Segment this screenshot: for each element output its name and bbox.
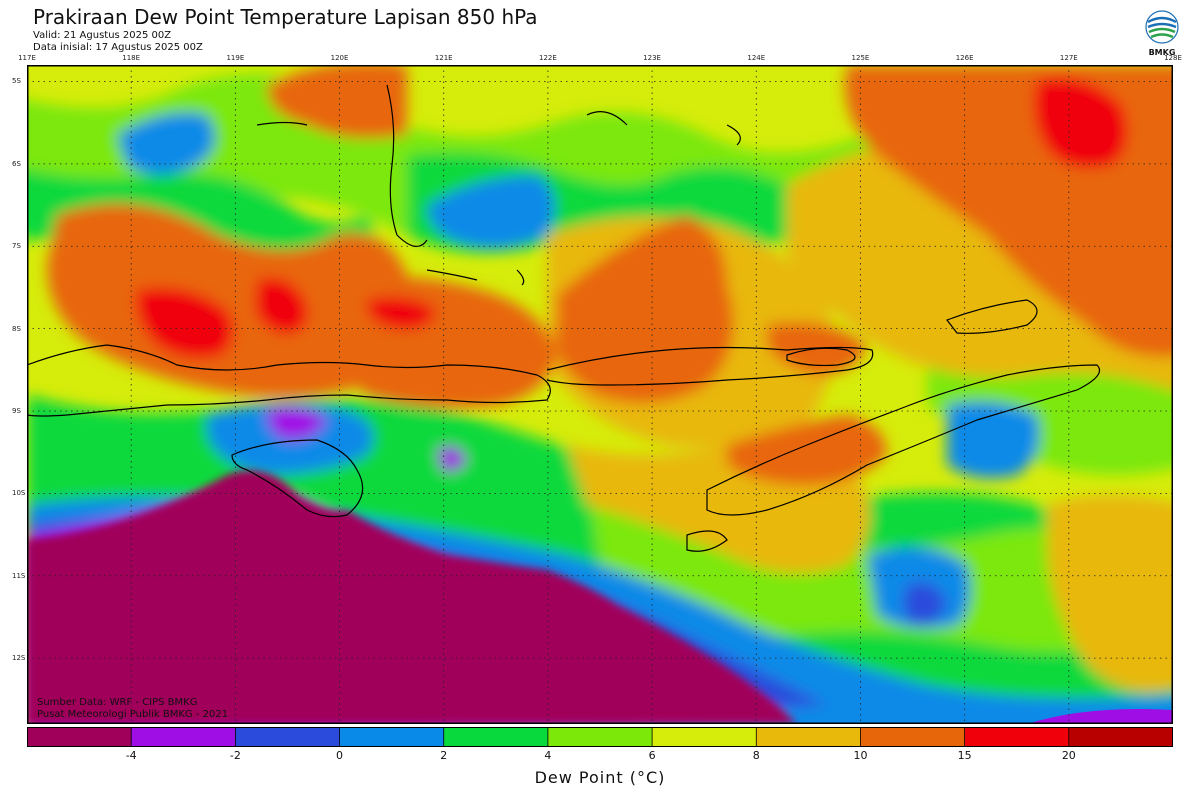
coast-sumba xyxy=(231,439,364,518)
lat-tick-label: 11S xyxy=(12,571,26,580)
orange-region-timor xyxy=(727,415,887,485)
colorbar-tick-label: 20 xyxy=(1061,749,1076,762)
coast-flores xyxy=(546,346,874,386)
coast-islands-north xyxy=(256,111,741,146)
purple-region-sumba xyxy=(437,446,467,472)
coast-selayar xyxy=(426,269,525,286)
coastlines xyxy=(27,84,1101,552)
orange-region-west xyxy=(47,203,414,398)
lon-tick-label: 120E xyxy=(330,54,349,62)
colorbar-segment xyxy=(1068,727,1173,747)
colorbar-segment xyxy=(443,727,549,747)
colorbar-segment xyxy=(860,727,966,747)
logo-text: BMKG xyxy=(1149,48,1176,57)
colorbar-tick-label: 4 xyxy=(544,749,552,762)
colorbar-segment xyxy=(131,727,236,747)
colorbar-tick-label: -2 xyxy=(229,749,241,762)
lat-tick-label: 6S xyxy=(12,159,21,168)
dew-point-map xyxy=(27,65,1173,724)
lon-tick-label: 118E xyxy=(122,54,141,62)
map-frame xyxy=(27,65,1173,724)
coast-lombok-sumbawa xyxy=(27,344,551,417)
lon-tick-label: 128E xyxy=(1164,54,1182,62)
colorbar-tick-label: 8 xyxy=(752,749,760,762)
purple-strip-southeast xyxy=(1027,708,1173,724)
magenta-region-south xyxy=(27,470,797,724)
orange-region-northwest xyxy=(267,65,407,139)
colorbar-segment xyxy=(547,727,653,747)
credit-source: Sumber Data: WRF - CIPS BMKG xyxy=(37,697,198,708)
coast-savu-rote xyxy=(686,530,728,552)
lon-tick-label: 119E xyxy=(226,54,245,62)
lon-tick-label: 117E xyxy=(18,54,36,62)
purple-region-bali xyxy=(267,406,327,440)
colorbar-title: Dew Point (°C) xyxy=(534,768,666,787)
lon-tick-label: 123E xyxy=(643,54,661,62)
colorbar-tick-label: 10 xyxy=(853,749,868,762)
coast-wetar xyxy=(946,299,1038,334)
colorbar xyxy=(27,727,1173,747)
colorbar-tick-label: 2 xyxy=(440,749,448,762)
init-time: Data inisial: 17 Agustus 2025 00Z xyxy=(33,42,203,53)
gold-region-southeast xyxy=(1047,495,1173,692)
valid-time: Valid: 21 Agustus 2025 00Z xyxy=(33,30,172,41)
coast-alor xyxy=(786,347,856,367)
lon-tick-label: 125E xyxy=(851,54,870,62)
credit-org: Pusat Meteorologi Publik BMKG - 2021 xyxy=(37,709,229,720)
colorbar-tick-label: 0 xyxy=(336,749,344,762)
red-region-center-west xyxy=(367,296,437,330)
colorbar-tick-label: 15 xyxy=(957,749,972,762)
colorbar-segment xyxy=(652,727,757,747)
lat-tick-label: 10S xyxy=(12,489,26,498)
red-region-northeast xyxy=(1034,77,1128,169)
blue-region-northwest xyxy=(117,112,215,175)
lat-tick-label: 8S xyxy=(12,324,21,333)
colorbar-frame xyxy=(27,727,1173,747)
dark-blue-region-east xyxy=(903,582,947,625)
lon-tick-label: 124E xyxy=(747,54,766,62)
colorbar-segment xyxy=(339,727,445,747)
colorbar-segment xyxy=(235,727,341,747)
orange-region-center xyxy=(555,215,734,403)
blue-region-east xyxy=(947,401,1040,479)
coast-timor xyxy=(706,364,1101,516)
lon-tick-label: 122E xyxy=(539,54,557,62)
lon-tick-label: 121E xyxy=(434,54,453,62)
page-title: Prakiraan Dew Point Temperature Lapisan … xyxy=(33,5,538,29)
blue-region-north xyxy=(427,175,555,249)
bmkg-logo: BMKG xyxy=(1145,10,1179,57)
lon-tick-label: 127E xyxy=(1059,54,1078,62)
lat-tick-label: 9S xyxy=(12,406,21,415)
colorbar-tick-label: 6 xyxy=(648,749,656,762)
lat-tick-label: 7S xyxy=(12,242,21,251)
colorbar-segment xyxy=(964,727,1070,747)
coast-sulawesi-south xyxy=(386,84,428,247)
lat-tick-label: 12S xyxy=(12,654,26,663)
graticule-lines xyxy=(27,65,1173,724)
colorbar-tick-label: -4 xyxy=(125,749,137,762)
colorbar-segment xyxy=(27,727,132,747)
red-region-west-2 xyxy=(255,277,308,335)
red-region-west-1 xyxy=(136,287,234,359)
lat-tick-label: 5S xyxy=(12,77,21,86)
colorbar-segment xyxy=(756,727,861,747)
lon-tick-label: 126E xyxy=(955,54,974,62)
